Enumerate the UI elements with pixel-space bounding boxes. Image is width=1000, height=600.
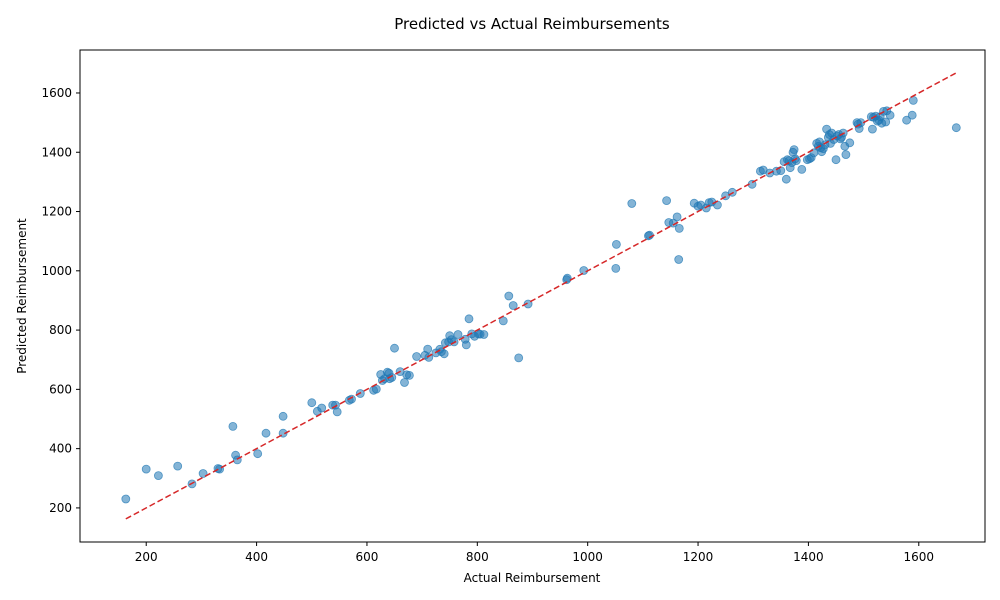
data-point [902,115,911,125]
y-tick-label: 800 [49,323,72,337]
x-tick-label: 1400 [793,550,824,564]
y-axis-ticks: 200 400 600 800 1000 1200 1400 1600 [41,86,80,515]
data-point [228,421,238,431]
x-axis-ticks: 200 400 600 800 1000 1200 1400 1600 [135,542,934,564]
data-point [307,398,317,408]
y-tick-label: 1000 [41,264,72,278]
y-tick-label: 1600 [41,86,72,100]
data-point [479,330,489,339]
data-point [141,464,151,474]
data-point [278,411,288,421]
data-point [412,352,422,361]
data-points [121,96,961,504]
plot-frame [79,49,986,543]
data-point [885,110,895,120]
data-point [423,344,433,354]
data-point [504,291,514,301]
data-point [523,299,533,309]
data-point [390,343,399,353]
x-tick-label: 1000 [572,550,603,564]
data-point [453,330,463,339]
data-point [404,370,414,380]
data-point [253,449,263,459]
data-point [868,124,877,134]
x-tick-label: 800 [466,550,489,564]
data-point [831,155,841,165]
data-point [845,138,855,148]
data-point [951,123,961,133]
data-point [672,212,682,222]
x-tick-label: 400 [245,550,268,564]
data-point [508,301,518,310]
data-point [261,428,271,438]
data-point [562,273,572,283]
y-tick-label: 1400 [41,145,72,159]
perfect-prediction-line [125,72,957,520]
data-point [662,196,671,206]
data-point [173,461,183,471]
data-point [907,110,917,120]
data-point [514,353,524,363]
data-point [674,255,684,264]
data-point [579,266,589,275]
data-point [317,403,327,413]
data-point [464,314,474,324]
data-point [881,117,891,127]
y-axis-label: Predicted Reimbursement [15,218,29,374]
data-point [332,407,342,417]
y-tick-label: 200 [49,501,72,515]
x-tick-label: 600 [355,550,378,564]
x-tick-label: 200 [135,550,158,564]
data-point [797,164,807,174]
x-tick-label: 1200 [683,550,714,564]
data-point [461,340,471,350]
x-axis-label: Actual Reimbursement [464,571,601,585]
data-point [400,378,409,387]
y-tick-label: 600 [49,382,72,396]
data-point [674,223,684,233]
data-point [627,199,637,208]
data-point [347,394,356,404]
reference-line-layer [125,72,957,520]
data-point [781,174,791,184]
data-point [841,150,851,160]
data-point [439,349,449,359]
x-tick-label: 1600 [904,550,935,564]
chart-title: Predicted vs Actual Reimbursements [394,15,670,33]
data-point [908,96,918,105]
y-tick-label: 1200 [41,205,72,219]
data-point [121,494,131,504]
data-point [789,145,799,155]
y-tick-label: 400 [49,442,72,456]
data-point [153,471,163,481]
data-point [612,239,621,249]
data-point [611,263,621,273]
